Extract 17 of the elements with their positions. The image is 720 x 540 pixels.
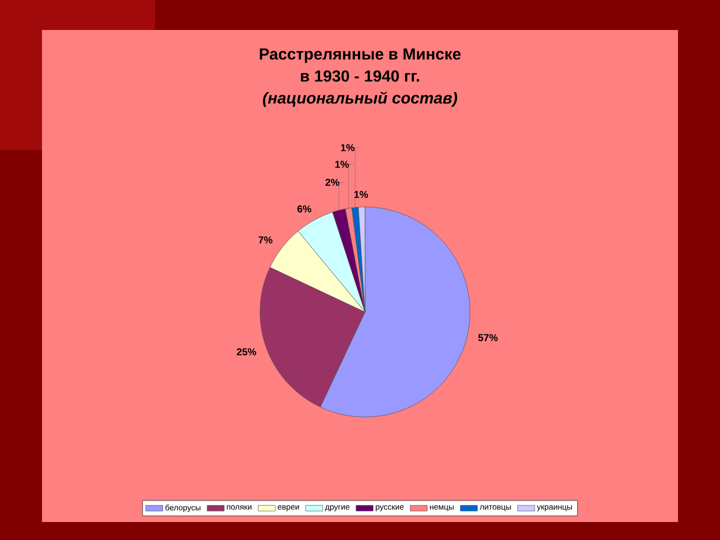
- data-label: 57%: [478, 334, 498, 342]
- data-label: 7%: [258, 236, 272, 244]
- legend-label: евреи: [278, 505, 299, 512]
- data-label: 2%: [325, 178, 340, 186]
- legend-label: русские: [376, 505, 404, 512]
- legend-label: литовцы: [480, 505, 511, 512]
- legend-label: поляки: [226, 505, 252, 510]
- data-label: 1%: [354, 190, 368, 198]
- legend-label: украинцы: [536, 505, 572, 512]
- data-label: 1%: [341, 144, 355, 152]
- legend-label: немцы: [430, 505, 454, 512]
- legend-label: другие: [325, 505, 350, 512]
- data-label: 6%: [297, 205, 312, 212]
- data-label: 25%: [236, 348, 256, 356]
- legend-label: белорусы: [165, 504, 200, 512]
- chart-title: Расстрелянные в Минске в 1930 - 1940 гг. (национальный состав): [260, 48, 461, 107]
- data-label: 1%: [335, 160, 349, 168]
